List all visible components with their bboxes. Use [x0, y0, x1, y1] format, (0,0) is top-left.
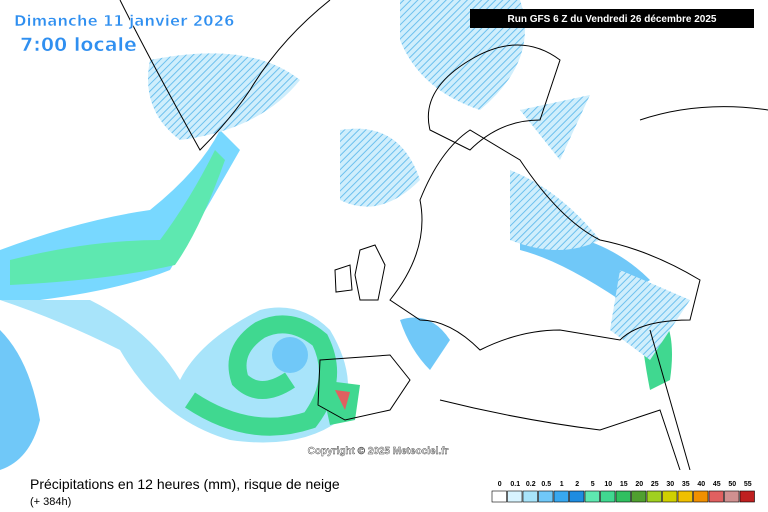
forecast-date: Dimanche 11 janvier 2026 — [14, 12, 235, 30]
copyright: Copyright © 2025 Meteociel.fr — [308, 446, 449, 457]
legend-label: 15 — [620, 481, 628, 488]
legend-label: 40 — [697, 481, 705, 488]
legend-swatch — [615, 490, 631, 503]
legend-label: 0.2 — [526, 481, 536, 488]
legend-label: 35 — [682, 481, 690, 488]
legend-label: 55 — [744, 481, 752, 488]
legend-label: 0 — [498, 481, 502, 488]
legend-label: 0.5 — [541, 481, 551, 488]
legend-swatch — [708, 490, 724, 503]
legend-label: 5 — [591, 481, 595, 488]
legend-swatch — [507, 490, 523, 503]
legend-label: 50 — [728, 481, 736, 488]
legend-label: 30 — [666, 481, 674, 488]
legend-swatch — [646, 490, 662, 503]
caption-title: Précipitations en 12 heures (mm), risque… — [30, 476, 340, 492]
legend-swatch — [693, 490, 709, 503]
legend-swatch — [553, 490, 569, 503]
legend-swatch — [491, 490, 507, 503]
forecast-time: 7:00 locale — [20, 34, 137, 56]
legend-label: 1 — [560, 481, 564, 488]
legend-swatch — [662, 490, 678, 503]
run-banner — [470, 9, 754, 28]
legend-swatch — [569, 490, 585, 503]
legend-label: 20 — [635, 481, 643, 488]
legend-label: 0.1 — [510, 481, 520, 488]
legend-swatch — [677, 490, 693, 503]
legend-swatch — [739, 490, 755, 503]
legend-swatch — [584, 490, 600, 503]
legend-label: 45 — [713, 481, 721, 488]
legend-swatch — [600, 490, 616, 503]
legend-swatch — [538, 490, 554, 503]
coastlines — [119, 0, 768, 471]
legend-swatch — [631, 490, 647, 503]
legend-label: 10 — [604, 481, 612, 488]
legend-label: 2 — [575, 481, 579, 488]
legend-swatch — [724, 490, 740, 503]
legend-label: 25 — [651, 481, 659, 488]
lead-time: (+ 384h) — [30, 496, 71, 508]
legend: 0 0.1 0.2 0.5 1 2 5 10 15 20 25 30 35 40 45 50 55 — [491, 481, 755, 503]
run-info: Run GFS 6 Z du Vendredi 26 décembre 2025 — [508, 14, 717, 25]
legend-swatch — [522, 490, 538, 503]
